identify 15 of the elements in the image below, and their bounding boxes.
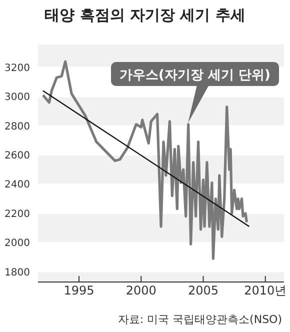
- x-tick-label: 2005: [188, 284, 219, 298]
- text: 자료: 미국 국립태양관측소(NSO): [118, 312, 282, 327]
- chart-title: 태양 흑점의 자기장 세기 추세: [44, 6, 246, 25]
- x-tick-label: 1995: [64, 284, 94, 298]
- y-tick-label: 2000: [4, 238, 30, 250]
- y-tick-label: 1800: [4, 267, 30, 278]
- y-tick-label: 2800: [4, 121, 30, 132]
- x-tick-label: 2000: [126, 284, 156, 298]
- y-tick-label: 2400: [4, 180, 30, 191]
- y-tick-label: 3000: [4, 92, 30, 104]
- y-tick-label: 2200: [4, 208, 30, 220]
- y-tick-label: 2600: [4, 150, 30, 162]
- y-tick-label: 3200: [4, 62, 30, 74]
- x-tick-label: 2010년: [244, 284, 287, 298]
- annotation: 가우스(자기장 세기 단위): [120, 68, 270, 83]
